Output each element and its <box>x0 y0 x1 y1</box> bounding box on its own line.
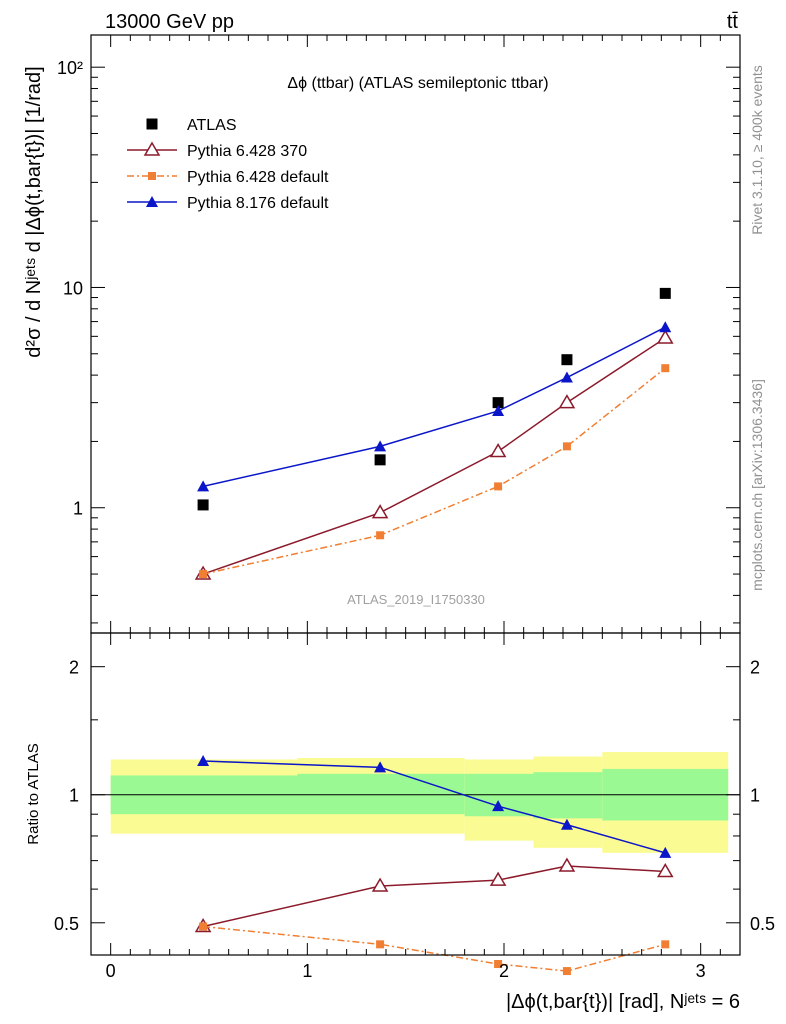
inner-band-bin <box>533 772 603 819</box>
legend: ATLAS Pythia 6.428 370 Pythia 6.428 defaul… <box>127 117 329 212</box>
x-axis-label: |Δϕ(t,bar{t})| [rad], Nʲᵉᵗˢ = 6 <box>506 991 740 1013</box>
x-tick-label: 1 <box>302 961 312 981</box>
main-data-point <box>558 394 576 409</box>
main-data-point <box>197 499 209 511</box>
ratio-frame <box>90 632 741 956</box>
main-data-point <box>561 354 573 366</box>
main-y-tick-label: 10 <box>63 278 83 298</box>
main-data-point <box>199 570 208 579</box>
process-label: tt̄ <box>727 11 739 33</box>
main-data-point <box>661 364 670 373</box>
ratio-y-tick-label-right: 1 <box>750 786 760 806</box>
ratio-data-point <box>376 940 385 949</box>
main-y-axis-label: d²σ / d Nʲᵉᵗˢ d |Δϕ(t,bar{t})| [1/rad] <box>23 66 45 357</box>
ratio-data-point <box>371 877 389 892</box>
main-data-point <box>374 454 386 466</box>
main-data-point <box>492 404 505 416</box>
ratio-uncertainty-bands <box>110 752 729 853</box>
ratio-data-point <box>558 857 576 872</box>
chart-title: Δϕ (ttbar) (ATLAS semileptonic ttbar) <box>287 75 548 92</box>
legend-marker <box>148 172 156 180</box>
analysis-label: ATLAS_2019_I1750330 <box>347 592 485 607</box>
ratio-data-point <box>489 871 507 886</box>
legend-marker <box>146 196 158 207</box>
ratio-y-tick-label-right: 0.5 <box>750 914 775 934</box>
main-y-tick-label: 1 <box>73 499 83 519</box>
legend-label: ATLAS <box>187 117 237 134</box>
ratio-series-line <box>203 925 666 972</box>
ratio-y-tick-label: 0.5 <box>54 914 79 934</box>
main-data-point <box>489 443 507 458</box>
main-data-point <box>562 442 571 451</box>
ratio-y-axis-label: Ratio to ATLAS <box>25 743 42 844</box>
main-data-point <box>371 504 389 519</box>
x-tick-label: 3 <box>696 961 706 981</box>
mcplots-label: mcplots.cern.ch [arXiv:1306.3436] <box>749 379 765 591</box>
main-data-point <box>374 440 387 452</box>
main-data-point <box>659 321 672 333</box>
ratio-y-tick-label: 1 <box>69 786 79 806</box>
axis-ticks: 0 1 2 3 1 10 10² 0.5 0.5 1 1 2 2 <box>54 35 775 981</box>
x-tick-label: 0 <box>106 961 116 981</box>
main-data-point <box>494 482 503 491</box>
legend-label: Pythia 6.428 default <box>187 169 329 186</box>
ratio-data-point <box>656 863 674 878</box>
main-series-group <box>194 287 674 580</box>
panel-frames <box>90 34 741 956</box>
rivet-label: Rivet 3.1.10, ≥ 400k events <box>749 65 765 235</box>
main-data-point <box>659 287 671 299</box>
main-series-line <box>202 337 666 575</box>
legend-label: Pythia 6.428 370 <box>187 143 307 160</box>
ratio-data-point <box>199 922 208 931</box>
ratio-series-line <box>202 865 666 928</box>
main-data-point <box>656 329 674 344</box>
main-y-tick-label: 10² <box>57 58 83 78</box>
main-data-point <box>197 480 210 492</box>
ratio-data-point <box>562 967 571 976</box>
main-data-point <box>376 531 385 540</box>
x-tick-label: 2 <box>499 961 509 981</box>
main-series-line <box>202 326 666 488</box>
legend-label: Pythia 8.176 default <box>187 195 329 212</box>
legend-marker <box>146 118 158 130</box>
main-data-point <box>492 397 504 409</box>
ratio-y-tick-label-right: 2 <box>750 658 760 678</box>
inner-band-bin <box>297 773 465 815</box>
ratio-data-point <box>494 960 503 969</box>
energy-label: 13000 GeV pp <box>105 11 234 33</box>
main-data-point <box>560 371 573 383</box>
legend-marker <box>143 141 161 156</box>
main-series-line <box>202 367 666 575</box>
ratio-series-group <box>194 755 674 976</box>
ratio-data-point <box>661 940 670 949</box>
ratio-y-tick-label: 2 <box>69 658 79 678</box>
